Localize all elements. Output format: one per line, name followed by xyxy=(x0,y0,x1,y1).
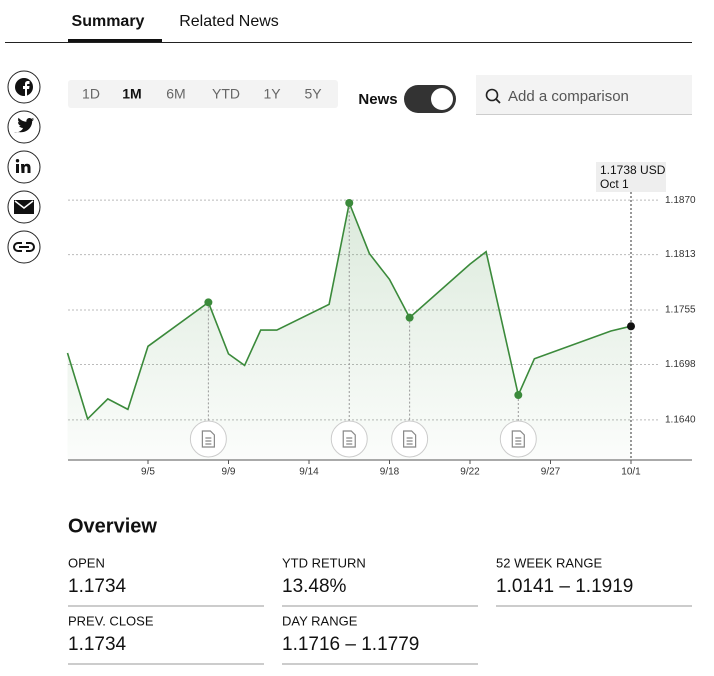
news-icon[interactable] xyxy=(189,420,227,458)
overview-title: Overview xyxy=(68,515,157,537)
share-link[interactable] xyxy=(7,230,41,264)
range-button[interactable]: YTD xyxy=(212,86,240,102)
tooltip xyxy=(596,162,666,192)
y-tick-label: 1.1640 xyxy=(665,415,696,426)
news-point xyxy=(514,391,523,400)
news-doc xyxy=(342,430,356,448)
news-point xyxy=(405,313,414,322)
news-doc xyxy=(403,430,417,448)
field-value: 1.1734 xyxy=(68,634,127,655)
field-label: YTD RETURN xyxy=(282,555,366,570)
x-tick-label: 9/22 xyxy=(460,467,480,478)
x-tick-label: 9/9 xyxy=(222,467,236,478)
share-email[interactable] xyxy=(7,190,41,224)
range-selector xyxy=(68,80,338,108)
range-button[interactable]: 5Y xyxy=(304,86,322,102)
news-label: News xyxy=(358,91,397,108)
x-tick-label: 9/18 xyxy=(380,467,400,478)
link-icon xyxy=(13,242,35,252)
range-button[interactable]: 6M xyxy=(166,86,185,102)
share-facebook[interactable] xyxy=(7,70,41,104)
y-tick-label: 1.1698 xyxy=(665,359,696,370)
news-icon[interactable] xyxy=(499,420,537,458)
toggle-knob xyxy=(431,88,453,110)
y-tick-label: 1.1813 xyxy=(665,249,696,260)
share-linkedin[interactable] xyxy=(7,150,41,184)
x-tick-label: 9/5 xyxy=(141,467,155,478)
tab[interactable]: Summary xyxy=(72,13,145,30)
last-point xyxy=(627,322,635,331)
field-label: DAY RANGE xyxy=(282,613,358,628)
tab[interactable]: Related News xyxy=(179,13,279,30)
search-placeholder: Add a comparison xyxy=(508,88,629,105)
search-icon xyxy=(485,88,499,102)
news-point xyxy=(345,198,354,207)
range-button[interactable]: 1Y xyxy=(263,86,281,102)
email-flap xyxy=(14,200,34,209)
search-box[interactable] xyxy=(476,75,692,115)
field-value: 1.1716 – 1.1779 xyxy=(282,634,419,655)
news-point xyxy=(204,298,213,307)
news-doc xyxy=(511,430,525,448)
range-button[interactable]: 1D xyxy=(82,86,100,102)
share-twitter[interactable] xyxy=(7,110,41,144)
news-icon[interactable] xyxy=(391,420,429,458)
news-doc xyxy=(201,430,215,448)
field-value: 1.1734 xyxy=(68,576,127,597)
y-tick-label: 1.1870 xyxy=(665,195,696,206)
twitter-icon xyxy=(14,117,34,133)
range-button[interactable]: 1M xyxy=(122,86,141,102)
x-tick-label: 10/1 xyxy=(621,467,641,478)
tooltip-value: 1.1738 USD xyxy=(600,163,666,177)
field-label: 52 WEEK RANGE xyxy=(496,555,603,570)
x-tick-label: 9/27 xyxy=(541,467,561,478)
tooltip-date: Oct 1 xyxy=(600,177,629,191)
x-tick-label: 9/14 xyxy=(299,467,319,478)
field-label: OPEN xyxy=(68,555,105,570)
y-tick-label: 1.1755 xyxy=(665,305,696,316)
field-value: 1.0141 – 1.1919 xyxy=(496,576,633,597)
search-icon-handle xyxy=(495,98,501,104)
facebook-f xyxy=(23,81,30,96)
linkedin-icon xyxy=(15,159,31,173)
field-value: 13.48% xyxy=(282,576,347,597)
news-icon[interactable] xyxy=(330,420,368,458)
price-line xyxy=(66,200,632,421)
share-bar xyxy=(7,70,41,264)
active-tab-underline xyxy=(68,39,162,42)
field-label: PREV. CLOSE xyxy=(68,613,154,628)
